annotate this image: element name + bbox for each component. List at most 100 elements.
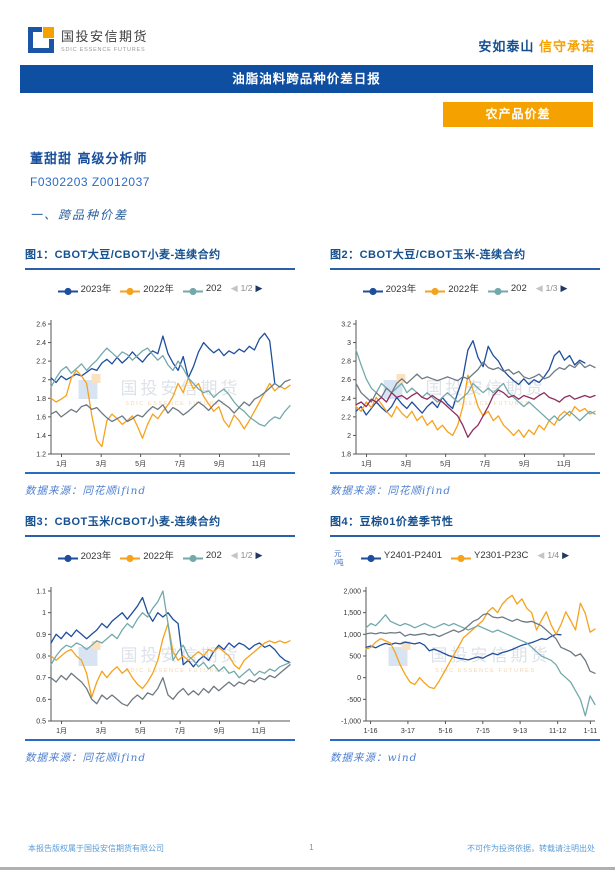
company-logo: 国投安信期货 SDIC ESSENCE FUTURES (28, 24, 148, 53)
legend-marker-icon (57, 287, 78, 295)
chart-source-fig1: 数据来源：同花顺ifind (25, 485, 147, 497)
chart-legend-fig2: 2023年 2022年 202 ◀ 1/3 ▶ (330, 280, 600, 296)
pager-next-icon[interactable]: ▶ (560, 282, 568, 293)
watermark: 国投安信期货 SDIC ESSENCE FUTURES (383, 374, 546, 407)
legend-pager: ◀ 1/4 ▶ (537, 550, 569, 561)
series-line-Y2201-P2201 (365, 614, 596, 717)
svg-text:2.2: 2.2 (36, 359, 46, 366)
svg-text:5-16: 5-16 (438, 728, 452, 735)
chart-title-fig1: 图1：CBOT大豆/CBOT小麦-连续合约 (25, 246, 295, 270)
tagline-blue: 安如泰山 (478, 39, 535, 54)
legend-marker-icon (360, 554, 381, 562)
legend-label: Y2301-P23C (474, 549, 529, 561)
svg-text:2.4: 2.4 (341, 396, 351, 403)
report-title-banner: 油脂油料跨品种价差日报 (20, 65, 593, 93)
pager-next-icon[interactable]: ▶ (562, 549, 570, 560)
svg-text:9月: 9月 (214, 727, 225, 735)
svg-text:国投安信期货: 国投安信期货 (426, 379, 546, 398)
chart-plot-fig1: 国投安信期货 SDIC ESSENCE FUTURES 2.6 2.4 2.2 2 1.8 1… (36, 320, 291, 468)
legend-label: 2023年 (385, 284, 417, 295)
svg-text:0.8: 0.8 (36, 654, 46, 661)
pager-prev-icon[interactable]: ◀ (230, 282, 238, 293)
svg-text:3: 3 (347, 340, 351, 347)
pager-next-icon[interactable]: ▶ (255, 549, 263, 560)
series-line-2020年 (50, 379, 291, 423)
legend-marker-icon (182, 287, 203, 295)
series-line-Y2301-P2301 (365, 594, 596, 690)
svg-text:2.8: 2.8 (341, 359, 351, 366)
legend-item: 2023年 (362, 281, 417, 296)
legend-item: 2022年 (120, 281, 174, 296)
chart-plot-fig2: 国投安信期货 SDIC ESSENCE FUTURES 3.2 3 2.8 2.6 2.4 2… (341, 320, 596, 468)
legend-marker-icon (182, 554, 203, 562)
svg-text:1,000: 1,000 (343, 632, 361, 639)
tagline-orange: 信守承诺 (538, 39, 595, 54)
series-line-2023年 (50, 596, 291, 668)
category-badge: 农产品价差 (443, 102, 593, 127)
svg-text:1-16: 1-16 (364, 728, 378, 735)
svg-text:0.5: 0.5 (36, 719, 46, 726)
footer-copyright: 本报告版权属于国投安信期货有限公司 (28, 844, 164, 853)
svg-text:0.6: 0.6 (36, 697, 46, 704)
svg-text:2.2: 2.2 (341, 414, 351, 421)
legend-item: 202 (182, 281, 222, 296)
series-line-2021年 (50, 590, 291, 679)
header: 国投安信期货 SDIC ESSENCE FUTURES 安如泰山 信守承诺 (28, 24, 595, 83)
chart-block-fig3: 图3：CBOT玉米/CBOT小麦-连续合约 2023年 2022年 202 ◀ 1/2 ▶ 国… (25, 513, 295, 765)
analyst-block: 董甜甜 高级分析师 F0302203 Z0012037 (30, 148, 150, 189)
svg-text:1.4: 1.4 (36, 433, 46, 440)
series-line-2019年 (355, 389, 596, 438)
chart-block-fig2: 图2：CBOT大豆/CBOT玉米-连续合约 2023年 2022年 202 ◀ 1/3 ▶ 国… (330, 246, 600, 498)
svg-text:9月: 9月 (519, 460, 530, 468)
legend-item: Y2301-P23C (451, 548, 528, 563)
legend-label: 2022年 (143, 284, 174, 295)
svg-text:SDIC ESSENCE FUTURES: SDIC ESSENCE FUTURES (430, 401, 530, 407)
legend-pager: ◀ 1/2 ▶ (231, 550, 263, 561)
footer-page-number: 1 (309, 843, 314, 852)
svg-text:SDIC ESSENCE FUTURES: SDIC ESSENCE FUTURES (435, 668, 535, 674)
pager-prev-icon[interactable]: ◀ (537, 549, 545, 560)
legend-marker-icon (57, 554, 78, 562)
pager-next-icon[interactable]: ▶ (255, 282, 263, 293)
pager-position: 1/3 (545, 283, 558, 293)
legend-label: 2023年 (80, 551, 112, 562)
y-axis-unit-label: 元 /吨 (334, 549, 344, 567)
series-line-2023年 (50, 332, 276, 384)
analyst-codes: F0302203 Z0012037 (30, 175, 150, 189)
legend-label: 202 (205, 282, 222, 294)
legend-pager: ◀ 1/2 ▶ (231, 283, 263, 294)
legend-item: 2022年 (425, 281, 479, 296)
legend-item: 2023年 (57, 281, 111, 296)
analyst-name: 董甜甜 高级分析师 (30, 152, 148, 167)
legend-marker-icon (120, 554, 141, 562)
series-line-2021年 (355, 349, 596, 422)
legend-pager: ◀ 1/3 ▶ (536, 283, 568, 294)
svg-text:1月: 1月 (56, 460, 67, 468)
legend-label: 202 (510, 282, 527, 294)
svg-text:1: 1 (42, 610, 46, 617)
svg-text:0.7: 0.7 (36, 675, 46, 682)
series-line-2022年 (50, 369, 291, 448)
series-line-Y2401-P2401 (365, 633, 562, 661)
svg-text:SDIC ESSENCE FUTURES: SDIC ESSENCE FUTURES (125, 401, 225, 407)
chart-bottom-rule (25, 472, 295, 474)
svg-text:5月: 5月 (440, 460, 451, 468)
chart-bottom-rule (330, 739, 600, 741)
svg-text:1.6: 1.6 (36, 414, 46, 421)
pager-prev-icon[interactable]: ◀ (535, 282, 543, 293)
series-line-2020年 (50, 664, 291, 707)
svg-text:3月: 3月 (96, 727, 107, 735)
svg-text:11月: 11月 (252, 727, 266, 735)
pager-prev-icon[interactable]: ◀ (230, 549, 238, 560)
svg-text:3月: 3月 (96, 460, 107, 468)
svg-text:2: 2 (347, 433, 351, 440)
svg-text:1.2: 1.2 (36, 452, 46, 459)
svg-text:1.8: 1.8 (36, 396, 46, 403)
pager-position: 1/2 (240, 283, 253, 293)
svg-text:3-17: 3-17 (401, 728, 415, 735)
chart-block-fig1: 图1：CBOT大豆/CBOT小麦-连续合约 2023年 2022年 202 ◀ 1/2 ▶ 国… (25, 246, 295, 498)
footer-disclaimer: 不可作为投资依据，转载请注明出处 (467, 844, 595, 853)
chart-bottom-rule (330, 472, 600, 474)
